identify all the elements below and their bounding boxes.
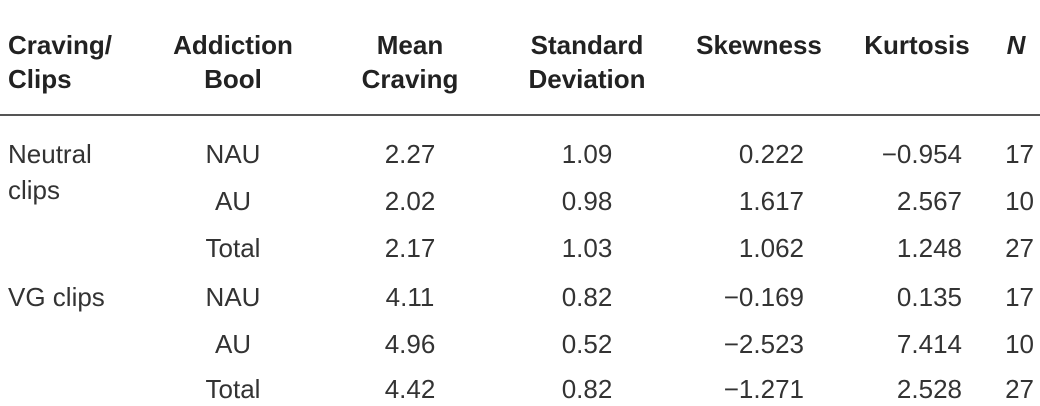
header-line: Skewness xyxy=(696,30,822,60)
cell-bool: NAU xyxy=(205,282,261,312)
cell-n: 27 xyxy=(1005,374,1034,404)
cell-kurtosis: 2.528 xyxy=(896,374,962,404)
cell-skewness: 1.062 xyxy=(738,233,804,263)
cell-mean: 2.27 xyxy=(384,139,436,169)
header-line: Kurtosis xyxy=(864,30,970,60)
header-line: N xyxy=(1006,30,1026,60)
cell-sd: 0.82 xyxy=(561,374,613,404)
cell-sd: 0.52 xyxy=(561,329,613,359)
cell-bool: Total xyxy=(205,374,261,404)
cell-mean: 2.02 xyxy=(384,186,436,216)
cell-n: 10 xyxy=(1005,186,1034,216)
header-line: Addiction xyxy=(173,30,293,60)
cell-kurtosis: 2.567 xyxy=(896,186,962,216)
cell-bool: AU xyxy=(214,329,252,359)
cell-bool: Total xyxy=(205,233,261,263)
header-n: N xyxy=(996,28,1036,62)
cell-kurtosis: 1.248 xyxy=(896,233,962,263)
cell-n: 10 xyxy=(1005,329,1034,359)
header-standard-deviation: Standard Deviation xyxy=(514,28,660,96)
header-line: Bool xyxy=(204,64,262,94)
group-label-line: clips xyxy=(8,175,61,205)
cell-n: 17 xyxy=(1005,139,1034,169)
header-addiction-bool: Addiction Bool xyxy=(160,28,306,96)
header-line: Standard xyxy=(530,30,644,60)
cell-mean: 4.11 xyxy=(385,282,435,312)
cell-skewness: −2.523 xyxy=(723,329,804,359)
cell-kurtosis: −0.954 xyxy=(881,139,962,169)
header-line: Craving/ xyxy=(8,30,113,60)
group-label-line: Neutral xyxy=(8,139,92,169)
cell-n: 27 xyxy=(1005,233,1034,263)
cell-mean: 4.96 xyxy=(384,329,436,359)
header-line: Mean xyxy=(376,30,444,60)
header-line: Clips xyxy=(8,64,72,94)
table-header: Craving/ Clips Addiction Bool Mean Cravi… xyxy=(0,0,1040,116)
cell-sd: 0.98 xyxy=(561,186,613,216)
cell-bool: NAU xyxy=(205,139,261,169)
cell-skewness: −0.169 xyxy=(723,282,804,312)
cell-sd: 1.09 xyxy=(561,139,613,169)
cell-kurtosis: 7.414 xyxy=(896,329,962,359)
cell-skewness: 0.222 xyxy=(738,139,804,169)
header-line: Craving xyxy=(361,64,459,94)
cell-skewness: 1.617 xyxy=(738,186,804,216)
header-mean-craving: Mean Craving xyxy=(342,28,478,96)
group-label-vg: VG clips xyxy=(8,280,105,314)
group-label-line: VG clips xyxy=(8,282,105,312)
header-skewness: Skewness xyxy=(684,28,834,62)
group-label-neutral: Neutral clips xyxy=(8,137,92,207)
cell-mean: 2.17 xyxy=(384,233,436,263)
cell-sd: 0.82 xyxy=(561,282,613,312)
cell-sd: 1.03 xyxy=(561,233,613,263)
header-craving-clips: Craving/ Clips xyxy=(8,28,112,96)
cell-skewness: −1.271 xyxy=(723,374,804,404)
cell-bool: AU xyxy=(214,186,252,216)
cell-kurtosis: 0.135 xyxy=(896,282,962,312)
header-line: Deviation xyxy=(528,64,646,94)
header-kurtosis: Kurtosis xyxy=(852,28,982,62)
cell-mean: 4.42 xyxy=(384,374,436,404)
cell-n: 17 xyxy=(1005,282,1034,312)
